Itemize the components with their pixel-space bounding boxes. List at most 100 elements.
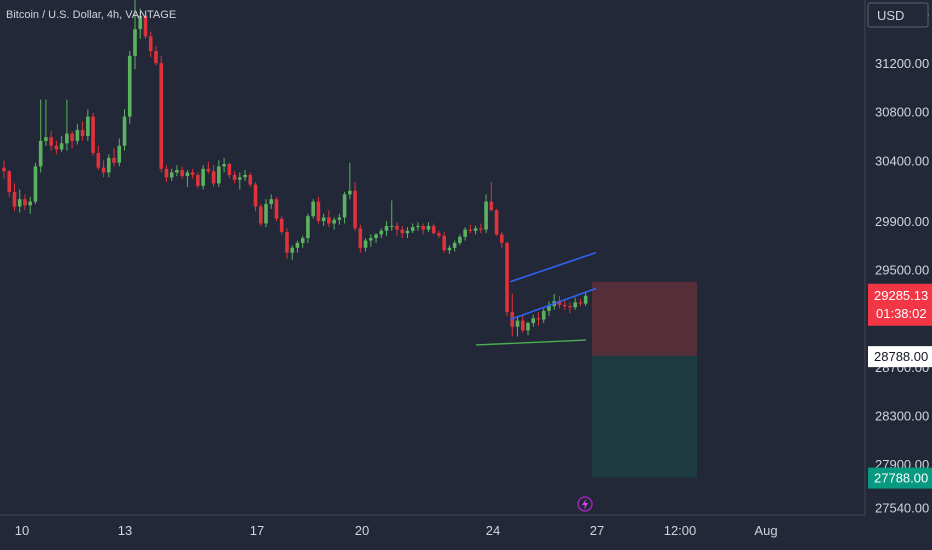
candle [447,245,452,254]
candle [143,10,148,39]
currency-button[interactable]: USD [867,2,929,28]
candle-body [484,201,488,230]
candle [274,196,279,222]
candle [290,245,294,260]
candle [515,315,520,337]
candle [536,312,541,326]
candle-body [101,167,106,173]
price-tick-label: 30800.00 [875,105,929,120]
candle [531,314,536,327]
candle-body [400,229,405,234]
candle [332,217,336,230]
take-profit-zone [592,355,697,478]
support-line[interactable] [475,339,587,346]
candle [285,228,289,259]
candle [458,234,462,246]
candle-body [300,238,305,243]
candle [295,240,300,253]
candle-body [520,320,525,331]
candle [49,131,53,151]
candle-body [238,177,242,180]
candle [190,168,195,179]
candle [327,210,331,228]
countdown-label: 01:38:02 [876,306,927,321]
candle-body [38,140,43,167]
candle [279,216,284,235]
candle-body [562,304,567,307]
candle [185,170,190,188]
candle [358,224,363,253]
candle [306,213,310,243]
candle-body [107,157,111,173]
candle [311,199,315,219]
candle-body [374,234,378,239]
candle-body [306,216,310,239]
candle-body [578,302,583,304]
candle [154,46,158,66]
candle [127,51,132,124]
lightning-icon[interactable] [577,496,593,512]
candle [395,222,399,236]
candle [578,298,583,307]
candle-body [112,157,116,163]
candle [211,165,216,188]
candle-body [201,168,205,186]
candle-body [159,63,163,169]
candle-body [148,36,153,52]
candle-body [206,168,211,172]
candle-body [583,295,588,304]
candle [253,182,258,212]
candle [175,165,179,177]
candle [201,165,205,190]
candle-body [217,166,221,184]
candle [59,136,64,152]
candle [44,99,48,146]
price-tags: 29285.13 01:38:02 28788.00 27788.00 [868,283,932,489]
candle-body [410,227,415,231]
candle [28,196,32,214]
target-tag [868,467,932,489]
candle [227,162,232,179]
candle-body [190,172,195,175]
candle [196,172,200,189]
candle-body [342,194,347,218]
last-price-tag [868,283,932,326]
candle-body [258,206,263,224]
time-tick-label: 24 [486,523,500,538]
candle-body [211,171,216,184]
candle-body [122,116,127,146]
candle [138,8,143,39]
candle [169,168,174,181]
candle [70,131,74,149]
candle [222,157,226,173]
candle-body [568,306,572,308]
candle-body [253,184,258,207]
candle [442,231,446,253]
candle-body [536,318,541,320]
candle-body [311,201,315,217]
candle-body [505,242,509,313]
channel-upper-line[interactable] [510,251,597,283]
candle-body [389,225,394,227]
candle [101,160,106,178]
time-tick-label: 17 [250,523,264,538]
price-tick-label: 30400.00 [875,153,929,168]
candle [379,228,384,239]
candle [2,160,6,179]
candle-body [274,199,279,219]
candle-body [416,225,420,228]
candle-body [75,129,80,141]
price-tick-label: 29900.00 [875,214,929,229]
symbol-title: Bitcoin / U.S. Dollar, 4h, VANTAGE [6,9,176,21]
channel-lower-line[interactable] [510,287,597,321]
candle [17,189,22,213]
candle-body [227,163,232,175]
time-tick-label: 27 [590,523,604,538]
candle-body [33,166,38,202]
time-axis[interactable]: 10 13 17 20 24 27 12:00 Aug [15,523,778,538]
price-tick-label: 28300.00 [875,408,929,423]
candle [248,172,253,188]
candle-body [12,191,17,207]
candle-body [379,230,384,235]
